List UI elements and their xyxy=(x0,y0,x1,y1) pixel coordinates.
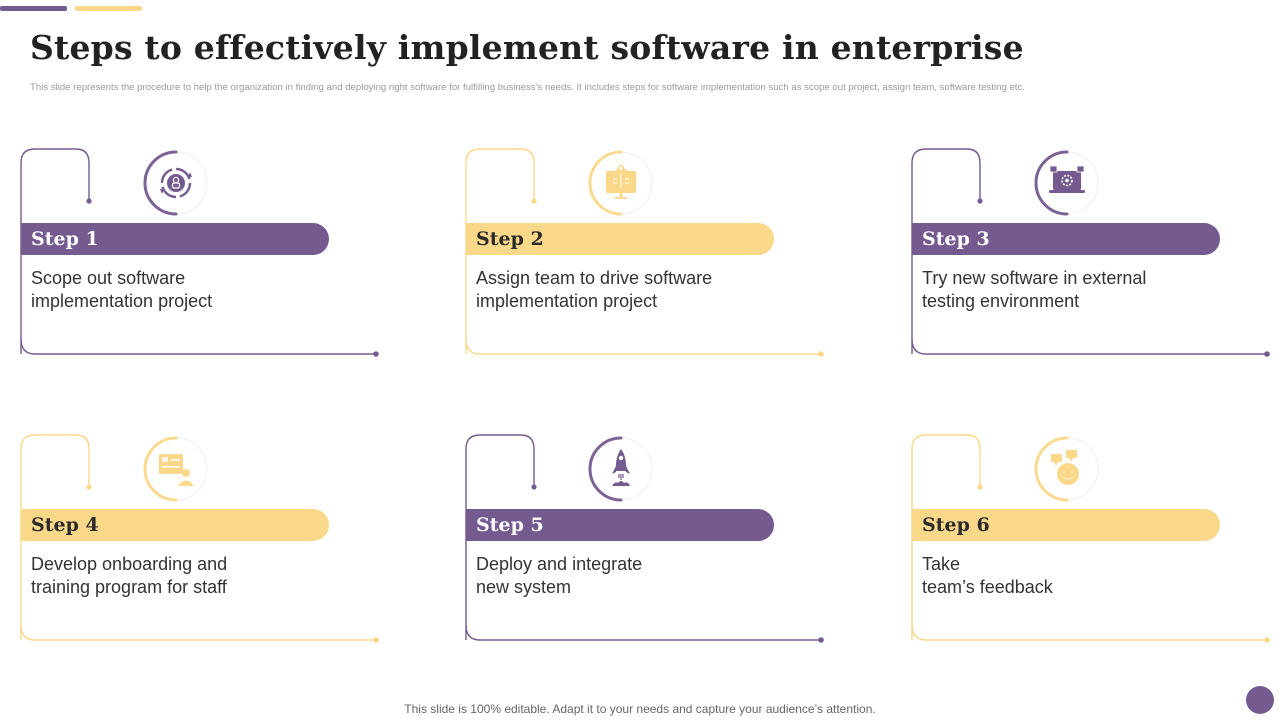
step-description-line: Develop onboarding and xyxy=(31,554,228,574)
card-frame-line xyxy=(465,434,824,643)
step-description-line: new system xyxy=(476,577,572,597)
footer-note: This slide is 100% editable. Adapt it to… xyxy=(404,702,876,716)
laptop-gear-icon xyxy=(1034,150,1099,216)
step-header-bar: Step 5 xyxy=(466,509,774,541)
step-description-line: implementation project xyxy=(31,291,213,311)
step-description-line: Try new software in external xyxy=(922,268,1147,288)
icon-badge xyxy=(143,150,209,216)
icon-badge xyxy=(143,436,209,502)
step-description: Assign team to drive software implementat… xyxy=(476,267,796,313)
step-description-line: Deploy and integrate xyxy=(476,554,643,574)
step-label: Step 2 xyxy=(476,228,544,250)
icon-badge xyxy=(588,150,654,216)
accent-bar-yellow xyxy=(75,6,142,11)
step-label: Step 3 xyxy=(922,228,990,250)
icon-badge xyxy=(1034,150,1100,216)
step-description: Scope out software implementation project xyxy=(31,267,351,313)
step-description-line: training program for staff xyxy=(31,577,227,597)
step-description: Try new software in external testing envi… xyxy=(922,267,1242,313)
card-frame-line xyxy=(911,148,1270,357)
step-description-line: implementation project xyxy=(476,291,658,311)
corner-decoration-dot xyxy=(1246,686,1274,714)
process-cycle-icon xyxy=(143,150,208,216)
step-card-6: Step 6 Take team’s feedback xyxy=(911,434,1280,650)
step-header-bar: Step 1 xyxy=(21,223,329,255)
step-description-line: Assign team to drive software xyxy=(476,268,713,288)
step-card-3: Step 3 Try new software in external testi… xyxy=(911,148,1280,364)
step-header-bar: Step 2 xyxy=(466,223,774,255)
step-header-bar: Step 4 xyxy=(21,509,329,541)
card-frame-line xyxy=(465,148,824,357)
card-frame-line xyxy=(20,148,379,357)
step-header-bar: Step 6 xyxy=(912,509,1220,541)
feedback-chat-icon xyxy=(1034,436,1099,502)
step-description-line: Scope out software xyxy=(31,268,186,288)
step-description: Develop onboarding and training program f… xyxy=(31,553,351,599)
step-label: Step 1 xyxy=(31,228,99,250)
step-label: Step 6 xyxy=(922,514,990,536)
page-subtitle: This slide represents the procedure to h… xyxy=(30,82,1025,93)
page-title: Steps to effectively implement software … xyxy=(30,28,1024,67)
accent-bar-purple xyxy=(0,6,67,11)
team-monitor-icon xyxy=(588,150,653,216)
rocket-launch-icon xyxy=(588,436,653,502)
icon-badge xyxy=(1034,436,1100,502)
step-card-2: Step 2 Assign team to drive software impl… xyxy=(465,148,836,364)
card-frame-line xyxy=(911,434,1270,643)
step-description-line: testing environment xyxy=(922,291,1080,311)
step-header-bar: Step 3 xyxy=(912,223,1220,255)
step-label: Step 5 xyxy=(476,514,544,536)
step-label: Step 4 xyxy=(31,514,99,536)
step-card-5: Step 5 Deploy and integrate new system xyxy=(465,434,836,650)
step-description-line: Take xyxy=(922,554,961,574)
step-description-line: team’s feedback xyxy=(922,577,1053,597)
training-board-icon xyxy=(143,436,208,502)
step-description: Deploy and integrate new system xyxy=(476,553,796,599)
step-card-4: Step 4 Develop onboarding and training pr… xyxy=(20,434,391,650)
icon-badge xyxy=(588,436,654,502)
step-description: Take team’s feedback xyxy=(922,553,1242,599)
step-card-1: Step 1 Scope out software implementation … xyxy=(20,148,391,364)
card-frame-line xyxy=(20,434,379,643)
